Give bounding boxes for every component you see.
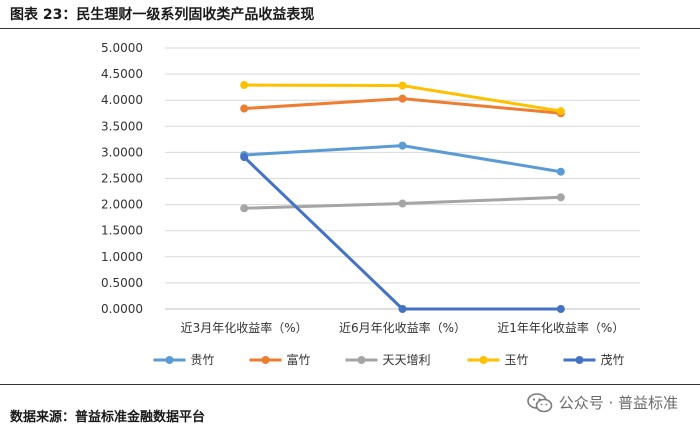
series-茂竹 — [240, 153, 565, 313]
y-axis-ticks: 0.0000 0.5000 1.0000 1.5000 2.0000 2.5000 3.00… — [101, 41, 143, 316]
data-point — [240, 204, 249, 213]
source-note: 数据来源：普益标准金融数据平台 — [10, 410, 206, 425]
y-tick-label: 3.0000 — [101, 145, 143, 159]
data-point — [556, 193, 565, 202]
legend-swatch-marker — [165, 356, 174, 364]
legend-label: 天天增利 — [383, 353, 431, 367]
legend-label: 玉竹 — [505, 353, 529, 367]
data-point — [398, 199, 407, 208]
data-point — [240, 81, 249, 90]
series-富竹 — [240, 94, 565, 118]
watermark: 公众号 · 普益标准 — [526, 392, 678, 413]
series-天天增利 — [240, 193, 565, 213]
legend-item: 玉竹 — [467, 353, 529, 367]
y-tick-label: 0.0000 — [101, 302, 143, 316]
legend-swatch-marker — [261, 356, 270, 364]
legend: 贵竹 富竹 天天增利 玉竹 茂竹 — [153, 352, 625, 367]
legend-item: 茂竹 — [563, 353, 625, 367]
x-category-label: 近1年年化收益率（%） — [497, 320, 624, 335]
data-point — [398, 305, 407, 313]
y-tick-label: 0.5000 — [101, 276, 143, 290]
x-category-label: 近3月年化收益率（%） — [181, 320, 308, 335]
legend-label: 茂竹 — [601, 353, 625, 367]
y-tick-label: 4.0000 — [101, 93, 143, 107]
series-贵竹 — [240, 141, 565, 176]
legend-label: 富竹 — [287, 352, 311, 367]
y-tick-label: 5.0000 — [101, 41, 143, 55]
legend-item: 贵竹 — [153, 353, 215, 367]
legend-swatch-marker — [479, 356, 488, 364]
data-point — [556, 107, 565, 116]
data-point — [240, 104, 249, 113]
y-tick-label: 3.5000 — [101, 119, 143, 133]
y-tick-label: 1.0000 — [101, 250, 143, 264]
line-chart: 0.0000 0.5000 1.0000 1.5000 2.0000 2.5000 3.00… — [101, 41, 640, 367]
data-point — [556, 167, 565, 176]
watermark-text: 公众号 · 普益标准 — [558, 394, 678, 412]
series-玉竹 — [240, 81, 565, 116]
y-tick-label: 1.5000 — [101, 224, 143, 238]
series-line — [242, 155, 563, 311]
data-point — [240, 153, 249, 162]
bottom-rule — [0, 384, 700, 385]
series-lines — [240, 81, 565, 313]
data-point — [556, 305, 565, 313]
y-tick-label: 2.5000 — [101, 172, 143, 186]
legend-item: 天天增利 — [345, 353, 431, 367]
x-category-label: 近6月年化收益率（%） — [339, 320, 466, 335]
data-point — [398, 141, 407, 150]
legend-label: 贵竹 — [191, 353, 215, 367]
legend-item: 富竹 — [249, 352, 311, 367]
figure-title: 图表 23：民生理财一级系列固收类产品收益表现 — [10, 7, 315, 23]
top-rule — [0, 28, 700, 29]
data-point — [398, 81, 407, 90]
legend-swatch-marker — [575, 356, 584, 364]
wechat-icon — [526, 392, 552, 412]
title-bar: 图表 23：民生理财一级系列固收类产品收益表现 — [0, 0, 700, 30]
x-axis-categories: 近3月年化收益率（%） 近6月年化收益率（%） 近1年年化收益率（%） — [181, 320, 625, 335]
y-tick-label: 2.0000 — [101, 198, 143, 212]
y-tick-label: 4.5000 — [101, 67, 143, 81]
data-point — [398, 94, 407, 103]
legend-swatch-marker — [357, 356, 366, 364]
